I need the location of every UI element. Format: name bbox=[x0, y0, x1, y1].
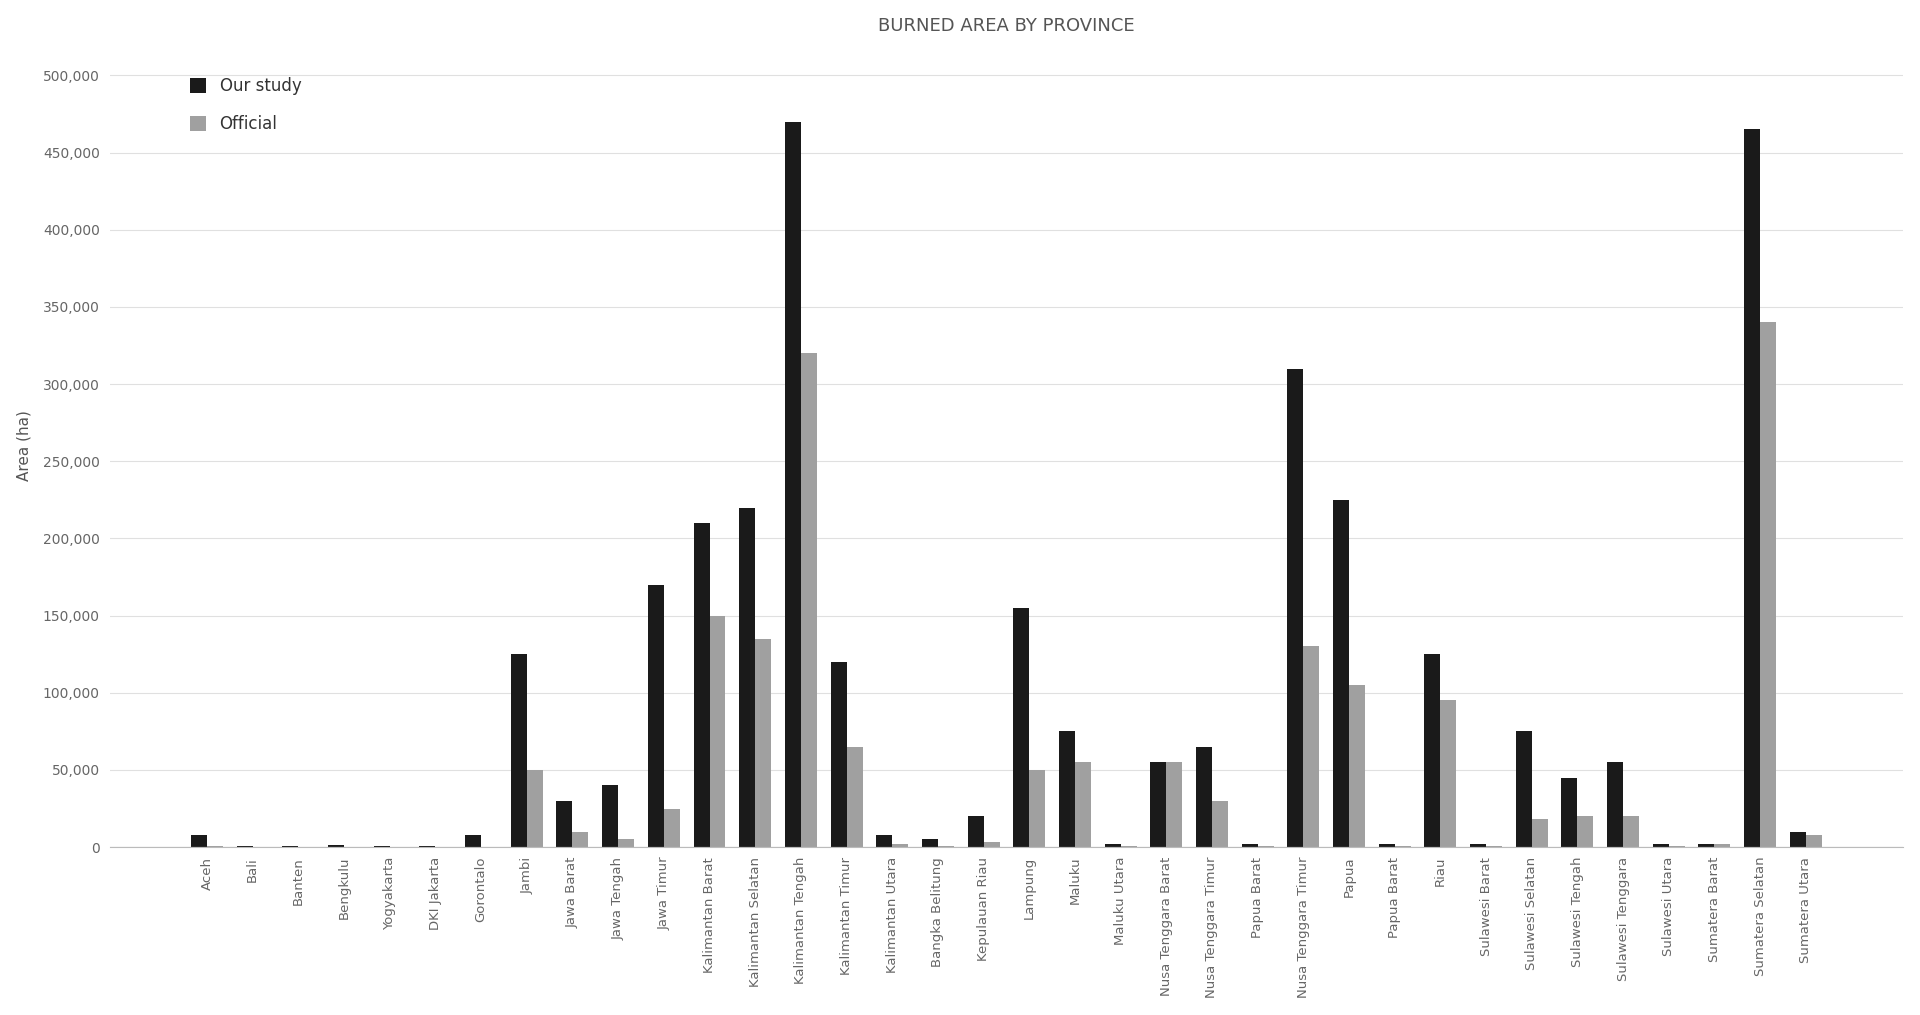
Bar bbox=[983, 842, 1000, 848]
Bar bbox=[1532, 819, 1548, 848]
Bar bbox=[739, 508, 755, 848]
Bar bbox=[937, 845, 954, 848]
Bar bbox=[847, 747, 862, 848]
Bar bbox=[1150, 762, 1165, 848]
Bar bbox=[1014, 608, 1029, 848]
Bar bbox=[1807, 834, 1822, 848]
Bar bbox=[618, 839, 634, 848]
Bar bbox=[1668, 845, 1684, 848]
Bar bbox=[1242, 844, 1258, 848]
Bar bbox=[1471, 844, 1486, 848]
Bar bbox=[893, 844, 908, 848]
Bar bbox=[1622, 816, 1640, 848]
Bar bbox=[755, 638, 772, 848]
Bar bbox=[1699, 844, 1715, 848]
Bar bbox=[1286, 368, 1304, 848]
Bar bbox=[1379, 844, 1394, 848]
Bar bbox=[785, 122, 801, 848]
Bar bbox=[1075, 762, 1091, 848]
Bar bbox=[922, 839, 937, 848]
Bar bbox=[1304, 647, 1319, 848]
Bar bbox=[801, 353, 816, 848]
Bar bbox=[1486, 845, 1501, 848]
Bar bbox=[1715, 844, 1730, 848]
Y-axis label: Area (ha): Area (ha) bbox=[17, 410, 31, 481]
Bar bbox=[1104, 844, 1121, 848]
Bar bbox=[572, 831, 588, 848]
Bar bbox=[1394, 845, 1411, 848]
Bar bbox=[1060, 732, 1075, 848]
Bar bbox=[1165, 762, 1183, 848]
Bar bbox=[1332, 499, 1350, 848]
Bar bbox=[1578, 816, 1594, 848]
Bar bbox=[1743, 130, 1761, 848]
Bar bbox=[1515, 732, 1532, 848]
Bar bbox=[1196, 747, 1212, 848]
Bar bbox=[831, 662, 847, 848]
Bar bbox=[1029, 770, 1044, 848]
Bar bbox=[693, 523, 710, 848]
Bar bbox=[511, 655, 526, 848]
Bar bbox=[1440, 700, 1457, 848]
Bar bbox=[664, 809, 680, 848]
Bar bbox=[1607, 762, 1622, 848]
Bar bbox=[968, 816, 983, 848]
Bar bbox=[465, 834, 482, 848]
Bar bbox=[328, 844, 344, 848]
Bar bbox=[1258, 845, 1273, 848]
Bar bbox=[526, 770, 543, 848]
Bar bbox=[647, 585, 664, 848]
Bar bbox=[1653, 844, 1668, 848]
Bar bbox=[603, 786, 618, 848]
Bar bbox=[876, 834, 893, 848]
Bar bbox=[1212, 801, 1229, 848]
Legend: Our study, Official: Our study, Official bbox=[190, 77, 301, 133]
Bar bbox=[1350, 685, 1365, 848]
Bar bbox=[557, 801, 572, 848]
Bar bbox=[1561, 777, 1578, 848]
Title: BURNED AREA BY PROVINCE: BURNED AREA BY PROVINCE bbox=[877, 16, 1135, 35]
Bar bbox=[1425, 655, 1440, 848]
Bar bbox=[710, 616, 726, 848]
Bar bbox=[1789, 831, 1807, 848]
Bar bbox=[1121, 845, 1137, 848]
Bar bbox=[1761, 323, 1776, 848]
Bar bbox=[190, 834, 207, 848]
